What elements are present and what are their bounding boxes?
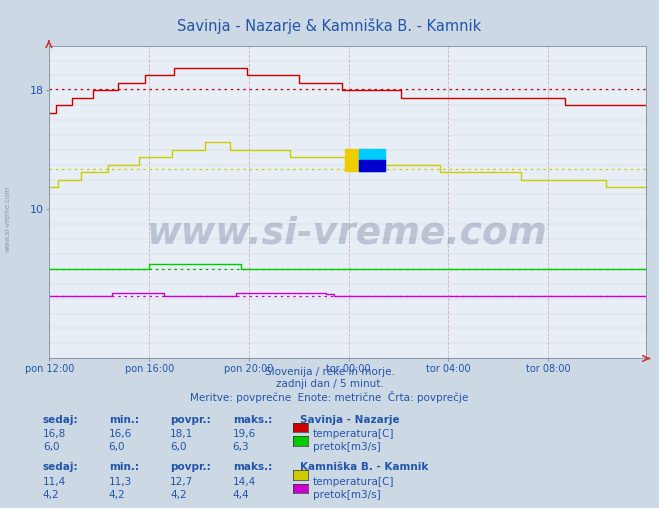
Text: 6,0: 6,0 (109, 442, 125, 453)
Text: www.si-vreme.com: www.si-vreme.com (147, 215, 548, 251)
Text: povpr.:: povpr.: (170, 415, 211, 425)
Text: 11,3: 11,3 (109, 477, 132, 487)
Text: 4,2: 4,2 (109, 490, 125, 500)
Text: Savinja - Nazarje & Kamniška B. - Kamnik: Savinja - Nazarje & Kamniška B. - Kamnik (177, 18, 482, 34)
Text: 11,4: 11,4 (43, 477, 66, 487)
Text: Kamniška B. - Kamnik: Kamniška B. - Kamnik (300, 462, 428, 472)
Text: temperatura[C]: temperatura[C] (313, 429, 395, 439)
Text: povpr.:: povpr.: (170, 462, 211, 472)
Text: sedaj:: sedaj: (43, 415, 78, 425)
Text: 6,0: 6,0 (43, 442, 59, 453)
Text: 4,2: 4,2 (43, 490, 59, 500)
Text: temperatura[C]: temperatura[C] (313, 477, 395, 487)
Text: 6,0: 6,0 (170, 442, 186, 453)
Text: 19,6: 19,6 (233, 429, 256, 439)
Text: 6,3: 6,3 (233, 442, 249, 453)
Text: 4,4: 4,4 (233, 490, 249, 500)
Text: 16,6: 16,6 (109, 429, 132, 439)
Text: 4,2: 4,2 (170, 490, 186, 500)
Text: pretok[m3/s]: pretok[m3/s] (313, 490, 381, 500)
Text: 16,8: 16,8 (43, 429, 66, 439)
Text: maks.:: maks.: (233, 415, 272, 425)
Text: min.:: min.: (109, 462, 139, 472)
Text: zadnji dan / 5 minut.: zadnji dan / 5 minut. (275, 379, 384, 389)
Text: Savinja - Nazarje: Savinja - Nazarje (300, 415, 399, 425)
FancyBboxPatch shape (359, 149, 386, 171)
Text: www.si-vreme.com: www.si-vreme.com (4, 185, 11, 251)
FancyBboxPatch shape (359, 161, 386, 171)
FancyBboxPatch shape (345, 149, 371, 171)
Text: pretok[m3/s]: pretok[m3/s] (313, 442, 381, 453)
Text: Slovenija / reke in morje.: Slovenija / reke in morje. (264, 367, 395, 377)
Text: sedaj:: sedaj: (43, 462, 78, 472)
Text: min.:: min.: (109, 415, 139, 425)
Text: maks.:: maks.: (233, 462, 272, 472)
Text: 18,1: 18,1 (170, 429, 193, 439)
Text: 12,7: 12,7 (170, 477, 193, 487)
Text: Meritve: povprečne  Enote: metrične  Črta: povprečje: Meritve: povprečne Enote: metrične Črta:… (190, 391, 469, 403)
Text: 14,4: 14,4 (233, 477, 256, 487)
